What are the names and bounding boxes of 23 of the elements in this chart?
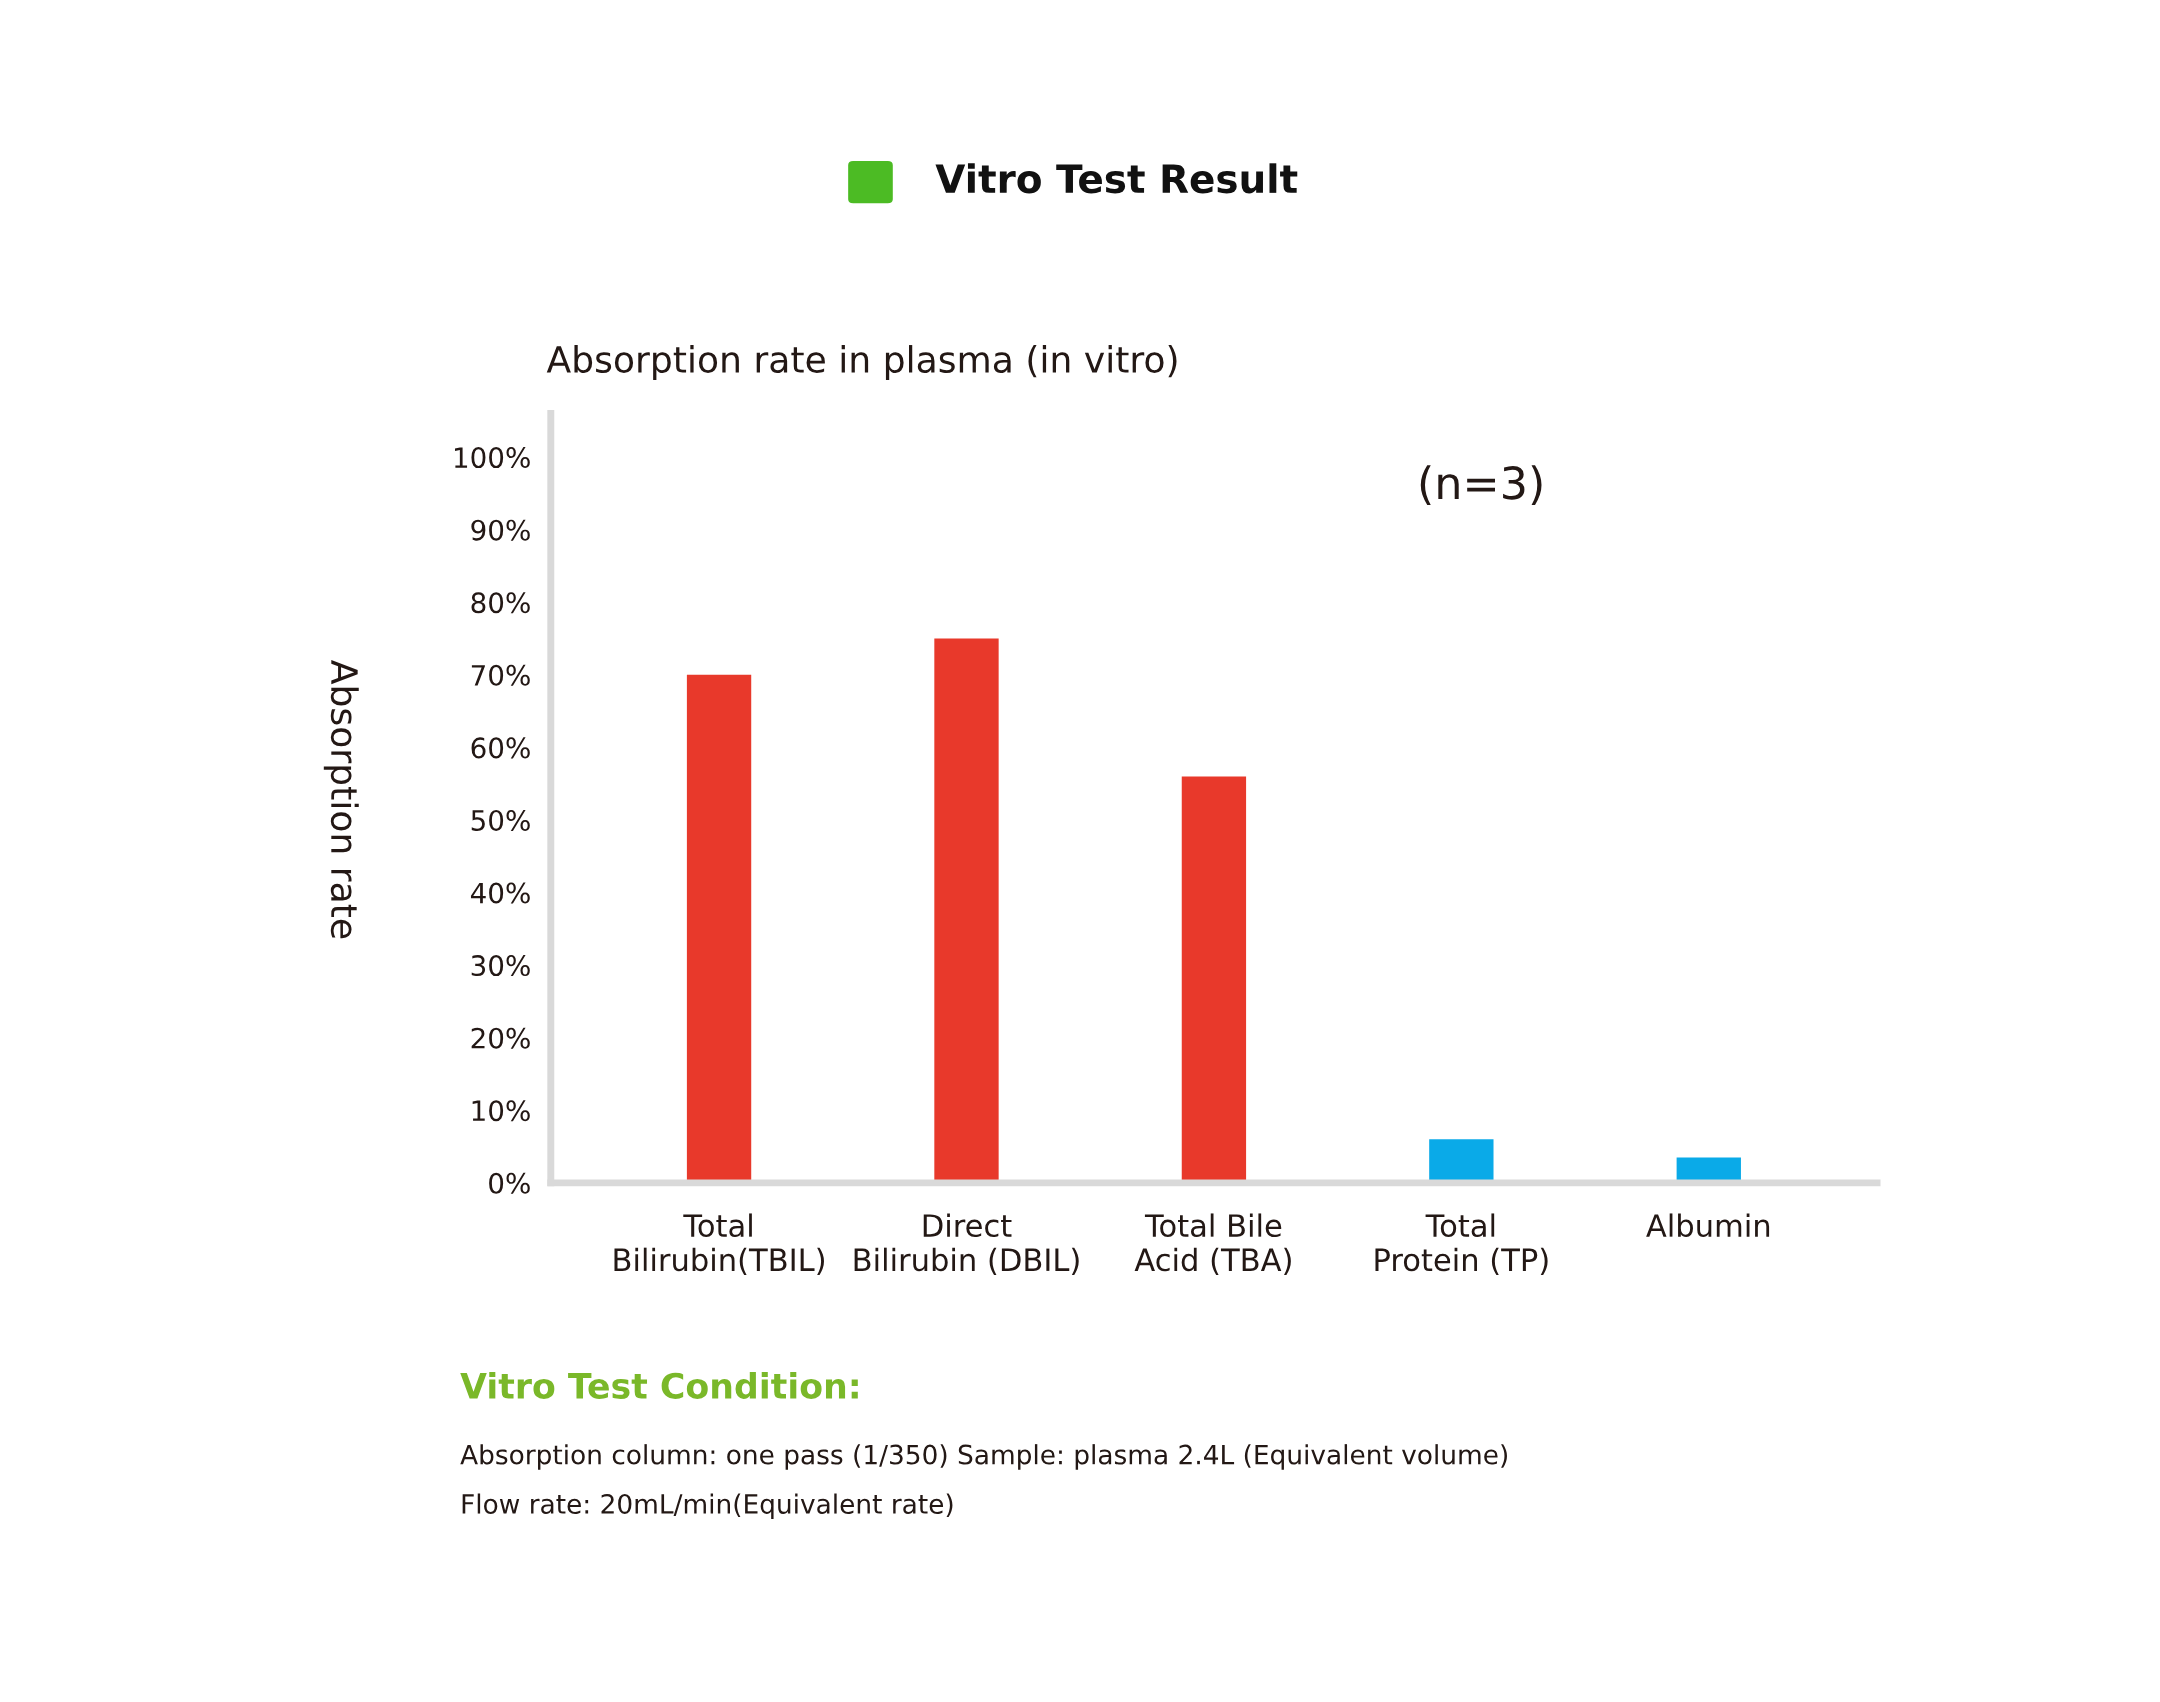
y-tick-label: 60%: [471, 737, 530, 759]
x-tick-label: Total Protein (TP): [1375, 1213, 1548, 1275]
x-tick-label: Total Bile Acid (TBA): [1134, 1213, 1291, 1275]
chart-subtitle: Absorption rate in plasma (in vitro): [546, 345, 1177, 380]
text: Absorption column: one pass (1/350) Sample: plasma 2.4L (Equivalent volume): [460, 1444, 1507, 1470]
y-tick-label: 50%: [471, 809, 530, 831]
x-tick-label: Albumin: [1646, 1213, 1770, 1238]
y-axis-title: Absorption rate: [323, 660, 359, 939]
x-tick-label: Direct Bilirubin (DBIL): [854, 1213, 1079, 1275]
annotation: (n=3): [1420, 465, 1542, 505]
y-tick-label: 80%: [471, 592, 530, 614]
x-tick-label: Total Bilirubin(TBIL): [614, 1213, 824, 1275]
y-tick-label: 40%: [470, 882, 530, 904]
y-tick-label: 0%: [489, 1172, 530, 1194]
text: Vitro Test Condition:: [460, 1372, 858, 1399]
y-tick-label: 100%: [454, 447, 530, 469]
y-tick-label: 20%: [471, 1027, 530, 1049]
y-tick-label: 90%: [471, 519, 530, 541]
text: Flow rate: 20mL/min(Equivalent rate): [462, 1493, 953, 1520]
y-tick-label: 30%: [471, 955, 530, 977]
y-tick-label: 10%: [472, 1100, 530, 1122]
chart-title: Vitro Test Result: [935, 163, 1298, 194]
y-tick-label: 70%: [471, 664, 530, 686]
